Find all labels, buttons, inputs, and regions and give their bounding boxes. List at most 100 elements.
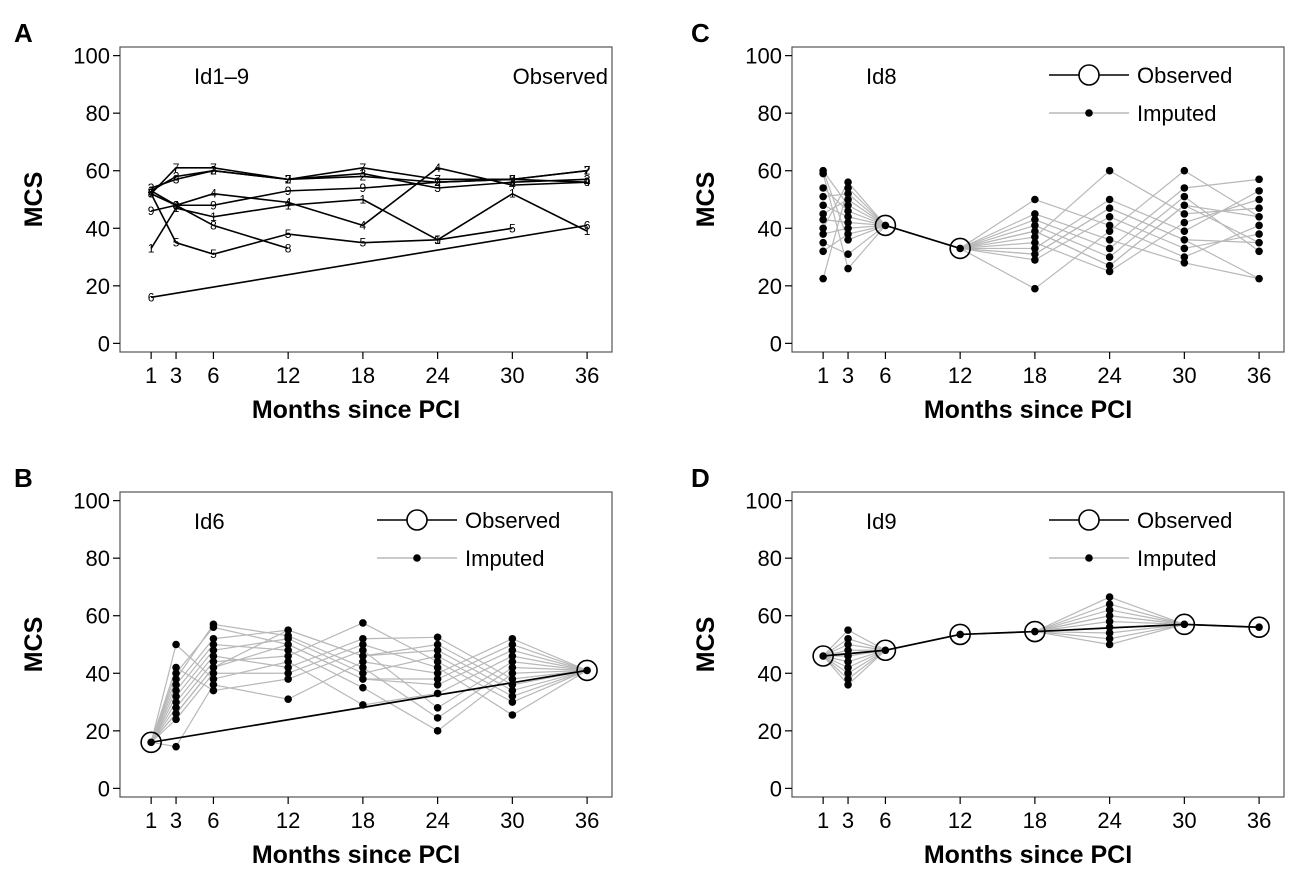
imputed-point	[1180, 244, 1189, 253]
series-marker-3: 3	[360, 167, 367, 181]
imputed-point	[1105, 623, 1114, 632]
imputed-point	[1105, 212, 1114, 221]
imputed-point	[819, 215, 827, 224]
imputed-point	[359, 657, 367, 666]
x-tick-label: 18	[1023, 808, 1047, 833]
x-tick-label: 12	[948, 808, 972, 833]
series-marker-8: 8	[285, 241, 292, 255]
imputed-point	[433, 675, 442, 683]
series-marker-1: 1	[173, 201, 180, 215]
imputed-point	[209, 669, 218, 678]
y-tick-label: 100	[745, 44, 782, 69]
imputed-point	[209, 675, 218, 683]
imputed-point	[284, 626, 292, 634]
observed-point-center	[881, 646, 890, 655]
imputed-point	[209, 657, 218, 666]
imputed-point	[1105, 244, 1114, 253]
series-marker-9: 9	[173, 198, 180, 212]
imputed-point	[1031, 256, 1039, 264]
series-marker-2: 2	[360, 169, 367, 183]
imputed-point	[844, 230, 852, 238]
imputed-point	[1105, 204, 1114, 212]
y-tick-label: 60	[758, 604, 782, 629]
imputed-point	[844, 212, 852, 221]
x-tick-label: 30	[500, 363, 524, 388]
series-line-4	[150, 166, 588, 227]
imputed-point	[1031, 250, 1039, 258]
series-marker-5: 5	[285, 227, 292, 241]
imputed-point	[284, 675, 292, 683]
series-marker-5: 5	[173, 236, 180, 250]
imputed-point	[508, 646, 517, 655]
imputed-point	[209, 663, 218, 672]
imputed-point	[209, 623, 218, 632]
series-marker-2: 2	[173, 169, 180, 183]
x-tick-label: 1	[145, 808, 157, 833]
imputed-point	[1031, 233, 1039, 241]
inset-id-label: Id1–9	[194, 64, 249, 89]
series-marker-1: 1	[584, 224, 591, 238]
imputed-point	[1031, 227, 1039, 235]
imputed-point	[508, 640, 517, 649]
series-marker-4: 4	[210, 187, 217, 201]
series-marker-4: 4	[148, 184, 155, 198]
series-marker-1: 1	[285, 198, 292, 212]
imputed-point	[819, 210, 827, 218]
series-line-8	[150, 193, 289, 250]
imputed-point	[209, 680, 218, 689]
x-axis-title: Months since PCI	[252, 841, 460, 869]
series-marker-5: 5	[509, 221, 516, 235]
imputed-point	[359, 652, 367, 660]
x-tick-label: 3	[170, 808, 182, 833]
imputed-point	[508, 698, 517, 706]
imputed-point	[284, 695, 292, 703]
imputed-point	[819, 247, 827, 256]
imputed-point	[209, 652, 218, 660]
x-tick-label: 36	[575, 363, 599, 388]
imputed-point	[844, 669, 852, 678]
x-axis-title: Months since PCI	[252, 396, 460, 424]
imputed-point	[1180, 253, 1189, 261]
x-tick-label: 24	[1097, 808, 1121, 833]
observed-point	[949, 237, 971, 260]
imputed-point	[172, 709, 180, 718]
imputed-point	[209, 646, 218, 655]
imputed-point	[508, 686, 517, 695]
x-tick-label: 30	[1172, 363, 1196, 388]
imputed-point	[1105, 227, 1114, 235]
imputed-point	[284, 646, 292, 655]
observed-point-center	[147, 738, 155, 747]
series-marker-2: 2	[584, 164, 591, 178]
observed-point	[949, 623, 971, 646]
plot-frame	[791, 46, 1285, 353]
imputed-point	[844, 235, 852, 244]
imputed-point	[209, 634, 218, 643]
legend-observed-marker	[1078, 64, 1100, 86]
imputed-point	[1031, 238, 1039, 247]
imputed-point	[844, 634, 852, 643]
imputed-line	[823, 216, 1260, 261]
imputed-point	[359, 646, 367, 655]
imputed-point	[172, 680, 180, 689]
x-tick-label: 24	[1097, 363, 1121, 388]
imputed-point	[172, 698, 180, 706]
legend-imputed-label: Imputed	[1137, 546, 1217, 571]
observed-point	[1173, 613, 1196, 636]
imputed-point	[508, 680, 517, 689]
imputed-point	[209, 640, 218, 649]
plot-frame	[119, 491, 613, 798]
series-marker-1: 1	[360, 193, 367, 207]
observed-point	[576, 659, 598, 682]
imputed-line	[822, 181, 1260, 267]
imputed-point	[433, 663, 442, 672]
imputed-point	[1255, 247, 1263, 256]
imputed-line	[150, 643, 588, 743]
imputed-point	[1031, 210, 1039, 218]
imputed-line	[822, 195, 1260, 258]
y-tick-label: 60	[86, 159, 110, 184]
observed-point	[812, 645, 834, 667]
imputed-point	[1255, 238, 1263, 247]
x-tick-label: 1	[817, 363, 829, 388]
